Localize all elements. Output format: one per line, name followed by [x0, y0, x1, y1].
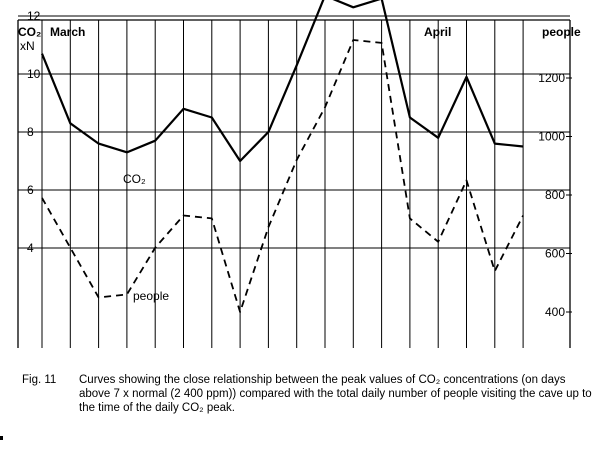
left-tick-label: 12 [27, 9, 41, 23]
right-tick-label: 1200 [538, 71, 565, 85]
left-tick-label: 4 [27, 241, 34, 255]
series-line-co2 [40, 0, 524, 163]
grid [17, 15, 571, 348]
right-tick-label: 400 [545, 305, 565, 319]
left-axis-label-line1: CO₂ [18, 25, 41, 39]
left-tick-label: 10 [27, 67, 41, 81]
caption-text: Curves showing the close relationship be… [79, 374, 592, 414]
scan-mark [0, 436, 3, 440]
right-axis-ticks: 1200 1000 800 600 400 [538, 71, 572, 319]
series-label-people: people [133, 289, 169, 303]
right-tick-label: 1000 [538, 130, 565, 144]
series-label-co2: CO₂ [123, 172, 146, 186]
left-tick-label: 8 [27, 125, 34, 139]
right-axis-label: people [542, 25, 581, 39]
right-tick-label: 800 [545, 188, 565, 202]
caption-figure-number: Fig. 11 [22, 374, 57, 386]
left-axis-label-line2: xN [20, 39, 35, 53]
series-layer [40, 0, 524, 313]
left-axis-ticks: 12 10 8 6 4 [20, 9, 41, 255]
month-label-march: March [50, 25, 85, 39]
series-line-people [41, 39, 524, 313]
month-label-april: April [424, 25, 451, 39]
right-tick-label: 600 [545, 247, 565, 261]
left-tick-label: 6 [27, 183, 34, 197]
